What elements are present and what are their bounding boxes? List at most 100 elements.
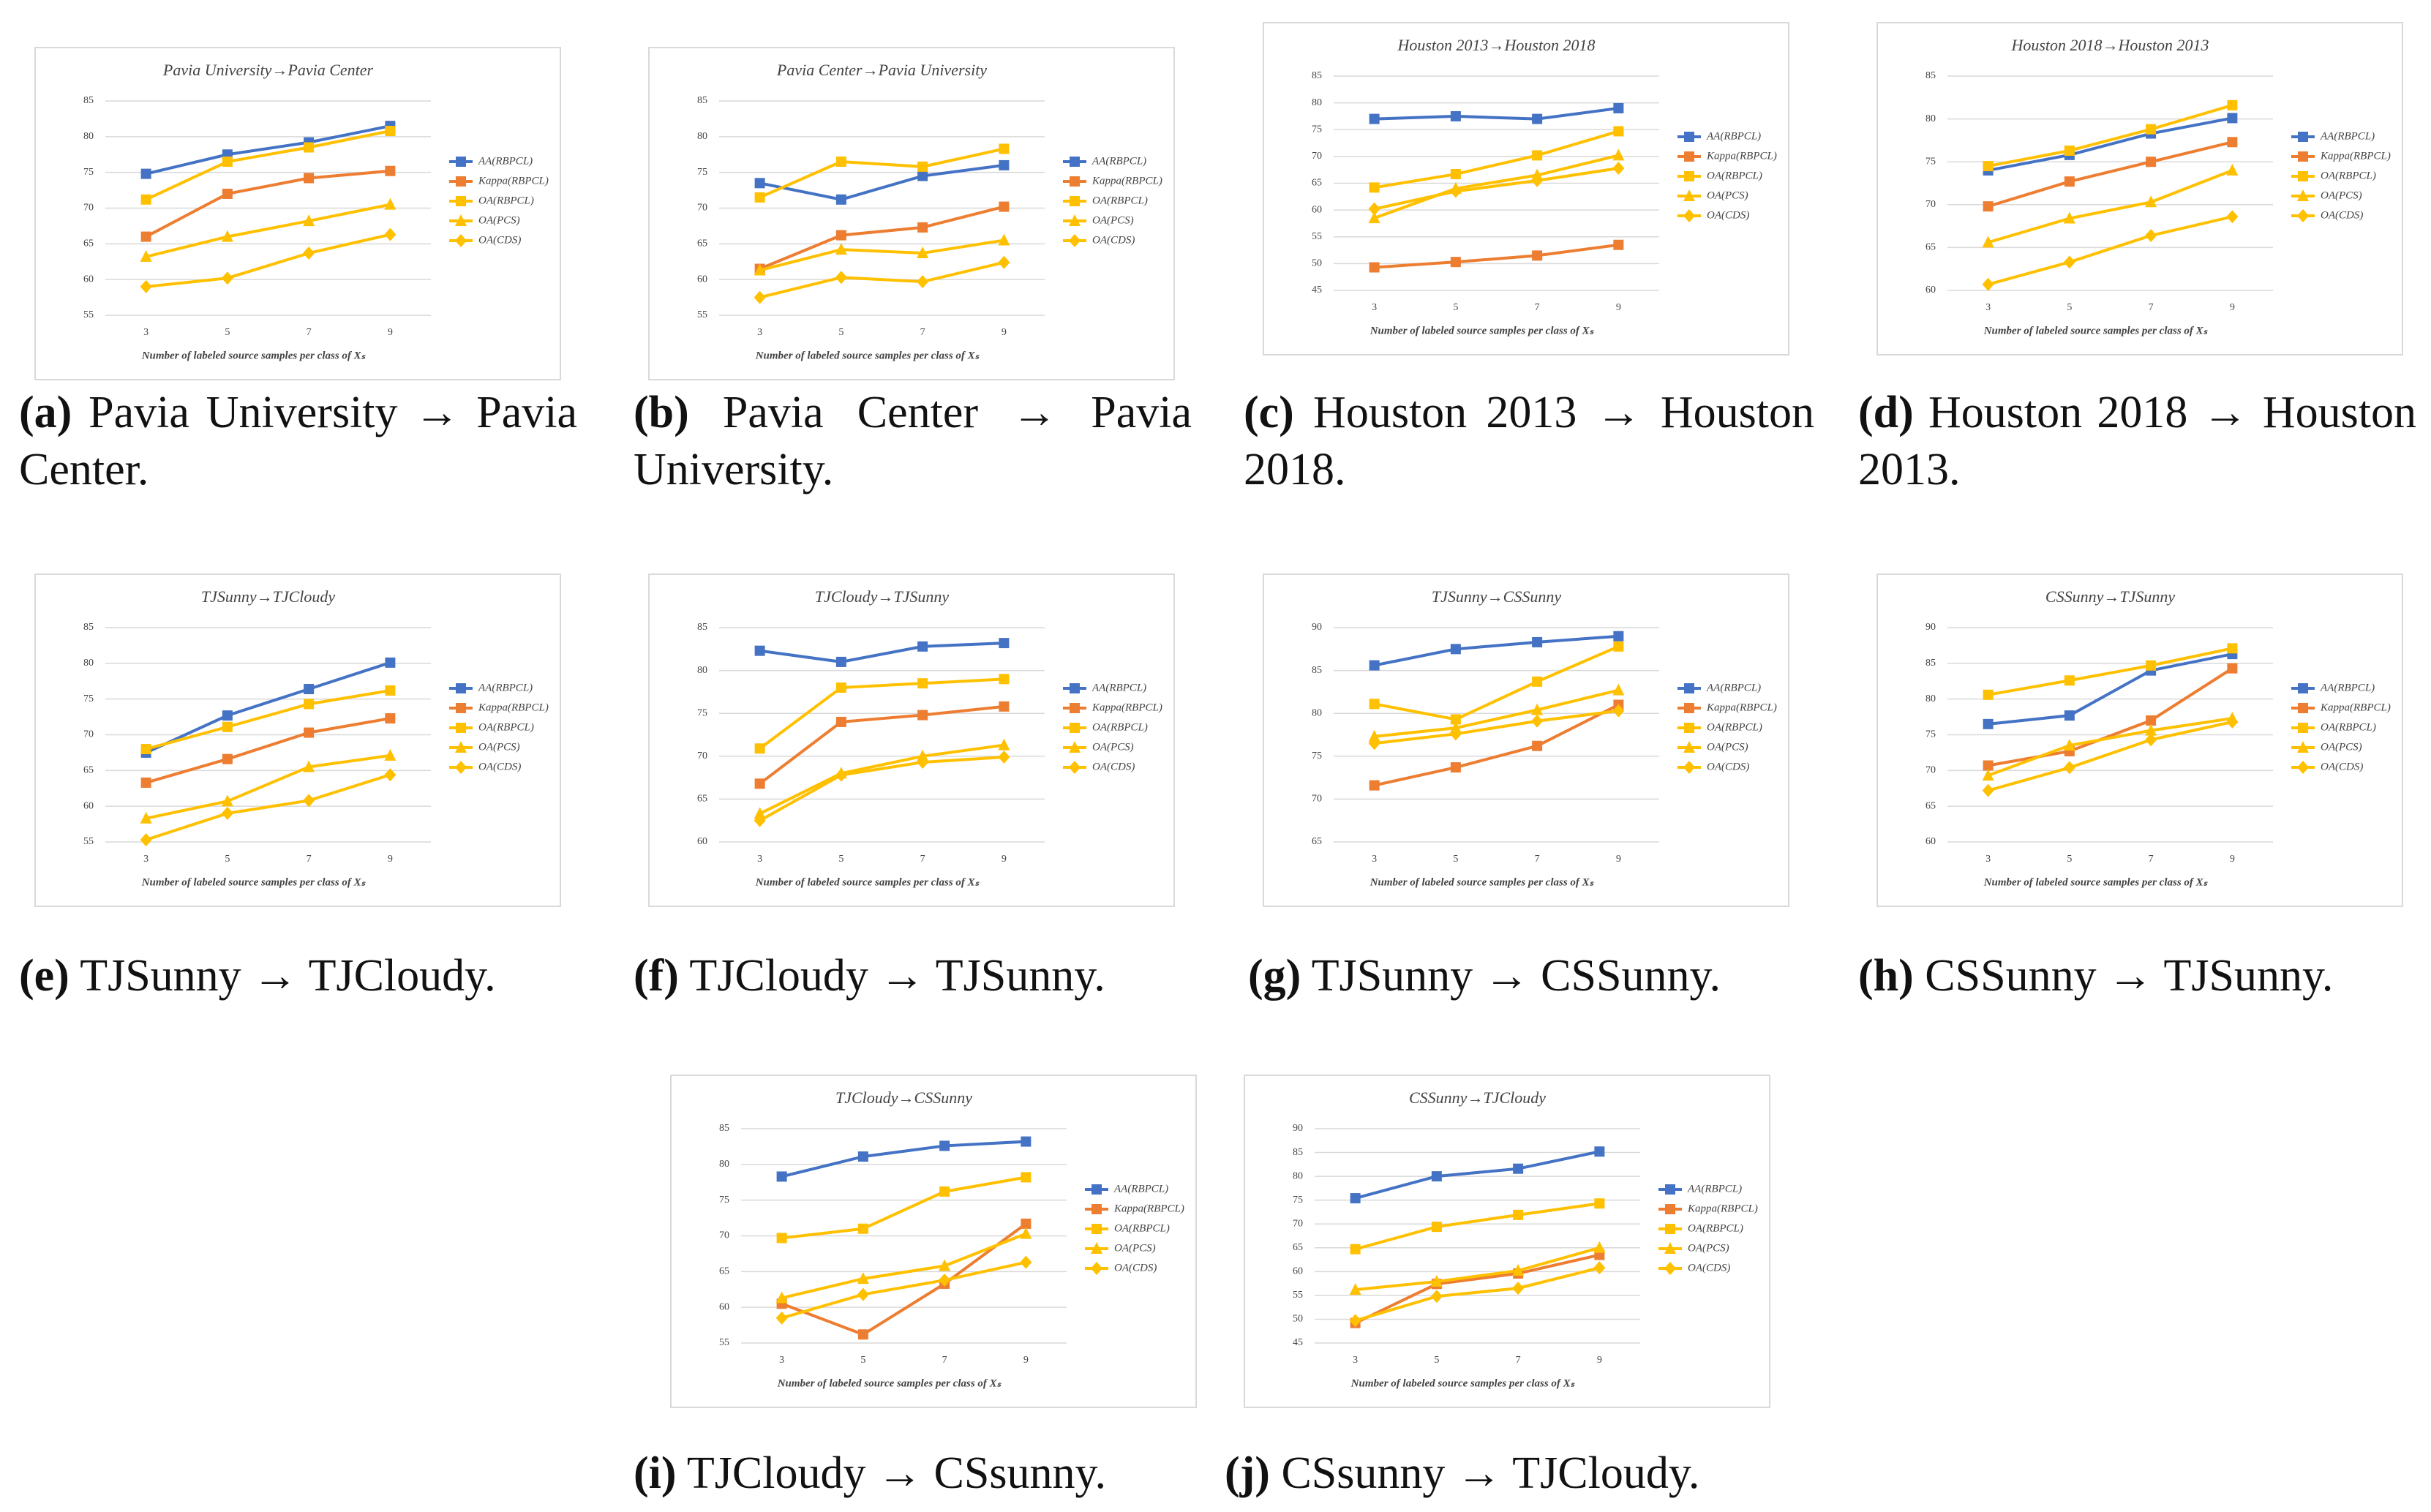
series-line: [759, 743, 1004, 816]
marker: [1982, 277, 1994, 291]
chart-box: TJCloudy→CSSunny 55 60 65 70 75 80 85 3 5 7 9 Number…: [670, 1075, 1197, 1408]
marker: [384, 748, 397, 761]
marker: [1349, 1314, 1361, 1328]
series-line: [759, 163, 1004, 201]
caption-label: (b): [634, 388, 689, 437]
y-tick-label: 65: [1925, 242, 1936, 253]
legend-marker: [1684, 132, 1694, 142]
marker: [140, 777, 151, 788]
legend-label: AA(RBPCL): [1706, 130, 1761, 142]
marker: [1349, 1283, 1361, 1295]
chart-title: CSSunny→TJCloudy: [1409, 1088, 1546, 1107]
y-tick-label: 85: [83, 95, 94, 106]
marker: [1531, 714, 1544, 728]
legend-label: AA(RBPCL): [478, 155, 533, 167]
x-tick-label: 5: [225, 327, 230, 338]
marker: [1983, 689, 1994, 700]
x-tick-label: 3: [1372, 854, 1377, 865]
marker: [140, 833, 152, 847]
caption-label: (h): [1858, 951, 1914, 1001]
legend-label: Kappa(RBPCL): [1706, 150, 1777, 162]
marker: [1982, 236, 1994, 248]
series-line: [1988, 169, 2233, 244]
legend-label: OA(PCS): [1707, 189, 1748, 201]
x-axis-label: Number of labeled source samples per cla…: [1350, 1377, 1576, 1389]
marker: [2226, 715, 2239, 729]
series-line: [759, 147, 1004, 199]
series-line: [759, 205, 1004, 271]
marker: [998, 255, 1010, 269]
series: [1349, 1241, 1606, 1295]
series: [776, 1172, 1032, 1244]
series: [1349, 1261, 1606, 1328]
x-tick-label: 7: [1516, 1355, 1521, 1366]
y-tick-label: 85: [1925, 70, 1936, 81]
marker: [917, 222, 928, 233]
x-tick-label: 3: [143, 854, 149, 865]
y-tick-label: 60: [1925, 836, 1936, 847]
marker: [2145, 195, 2157, 208]
series-line: [781, 1232, 1027, 1300]
marker: [1350, 1244, 1361, 1255]
series-line: [146, 124, 391, 176]
marker: [1532, 740, 1543, 751]
y-tick-label: 90: [1925, 622, 1936, 633]
legend-label: AA(RBPCL): [1113, 1183, 1168, 1195]
y-tick-label: 60: [83, 800, 94, 811]
y-tick-label: 65: [1925, 800, 1936, 811]
legend-label: OA(CDS): [1092, 234, 1135, 246]
legend-marker: [1069, 234, 1081, 247]
marker: [385, 126, 396, 137]
marker: [303, 760, 315, 772]
y-tick-label: 70: [1925, 765, 1936, 776]
caption-text: TJSunny → TJCloudy.: [80, 951, 496, 1001]
marker: [304, 699, 315, 710]
series-line: [1988, 666, 2233, 767]
series-line: [759, 260, 1004, 299]
marker: [917, 749, 929, 761]
legend-label: OA(PCS): [1114, 1242, 1156, 1254]
x-tick-label: 9: [388, 327, 393, 338]
legend-label: Kappa(RBPCL): [2320, 150, 2391, 162]
marker: [1983, 161, 1994, 172]
caption: (g) TJSunny → CSSunny.: [1248, 947, 1806, 1004]
marker: [754, 263, 766, 276]
marker: [1449, 721, 1462, 734]
marker: [2227, 643, 2238, 654]
chart-title: TJCloudy→TJSunny: [815, 587, 950, 606]
x-tick-label: 7: [2149, 302, 2154, 313]
marker: [939, 1186, 950, 1197]
series-line: [1988, 103, 2233, 168]
y-tick-label: 90: [1312, 622, 1322, 633]
legend-marker: [2298, 723, 2308, 733]
marker: [1430, 1290, 1443, 1304]
chart-box: Houston 2013→Houston 2018 45 50 55 60 65 70 75 8…: [1263, 22, 1789, 356]
legend-marker: [2297, 189, 2309, 201]
caption-label: (f): [634, 951, 679, 1001]
caption-text: CSSunny → TJSunny.: [1925, 951, 2334, 1001]
legend-label: OA(PCS): [1092, 214, 1134, 226]
marker: [998, 750, 1010, 764]
y-tick-label: 80: [719, 1159, 729, 1170]
marker: [2227, 99, 2238, 110]
x-tick-label: 9: [1616, 302, 1621, 313]
marker: [2227, 663, 2238, 674]
x-tick-label: 3: [757, 327, 762, 338]
series-line: [146, 203, 391, 258]
marker: [2063, 211, 2075, 224]
marker: [1983, 718, 1994, 729]
series-line: [1374, 644, 1620, 721]
marker: [1449, 727, 1462, 741]
series-line: [1374, 688, 1619, 738]
y-tick-label: 90: [1293, 1123, 1303, 1134]
series: [140, 768, 397, 847]
chart: TJCloudy→CSSunny 55 60 65 70 75 80 85 3 5 7 9 Number…: [719, 1088, 1184, 1389]
marker: [835, 194, 846, 205]
marker: [776, 1171, 787, 1182]
series-line: [1374, 703, 1620, 787]
marker: [917, 275, 929, 289]
legend-label: OA(RBPCL): [1707, 170, 1762, 181]
series-line: [759, 677, 1004, 750]
marker: [1532, 113, 1543, 124]
